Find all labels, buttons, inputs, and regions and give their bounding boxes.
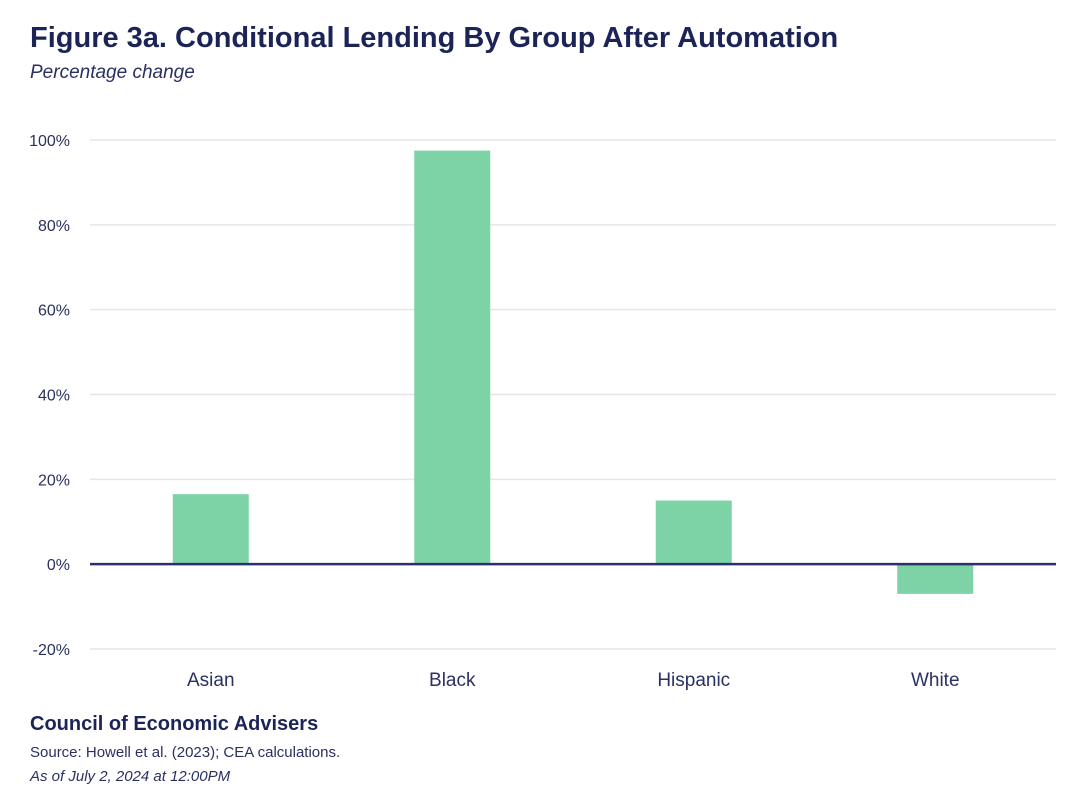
footer-organization: Council of Economic Advisers: [30, 713, 319, 735]
footer-as-of-date: As of July 2, 2024 at 12:00PM: [30, 768, 231, 785]
y-tick-label: -20%: [33, 642, 70, 659]
bars: [172, 150, 974, 594]
x-tick-label-white: White: [911, 670, 960, 691]
chart-subtitle: Percentage change: [30, 62, 195, 83]
bar-asian: [172, 494, 249, 565]
y-tick-label: 0%: [47, 557, 70, 574]
bar-hispanic: [655, 500, 732, 565]
y-tick-label: 40%: [38, 388, 70, 405]
y-tick-label: 20%: [38, 472, 70, 489]
y-tick-label: 80%: [38, 218, 70, 235]
bar-white: [897, 564, 974, 594]
y-axis-tick-labels: -20% 0% 20% 40% 60% 80% 100%: [29, 133, 70, 659]
chart-title: Figure 3a. Conditional Lending By Group …: [30, 22, 839, 54]
x-tick-label-black: Black: [429, 670, 476, 691]
bar-black: [414, 150, 491, 565]
x-tick-label-asian: Asian: [187, 670, 235, 691]
grid-lines: [90, 139, 1056, 650]
x-tick-label-hispanic: Hispanic: [657, 670, 730, 691]
footer-source: Source: Howell et al. (2023); CEA calcul…: [30, 744, 341, 761]
y-tick-label: 60%: [38, 303, 70, 320]
y-tick-label: 100%: [29, 133, 70, 150]
bar-chart: -20% 0% 20% 40% 60% 80% 100% Asian Black Hispani…: [29, 133, 1056, 691]
x-axis-category-labels: Asian Black Hispanic White: [187, 670, 960, 691]
